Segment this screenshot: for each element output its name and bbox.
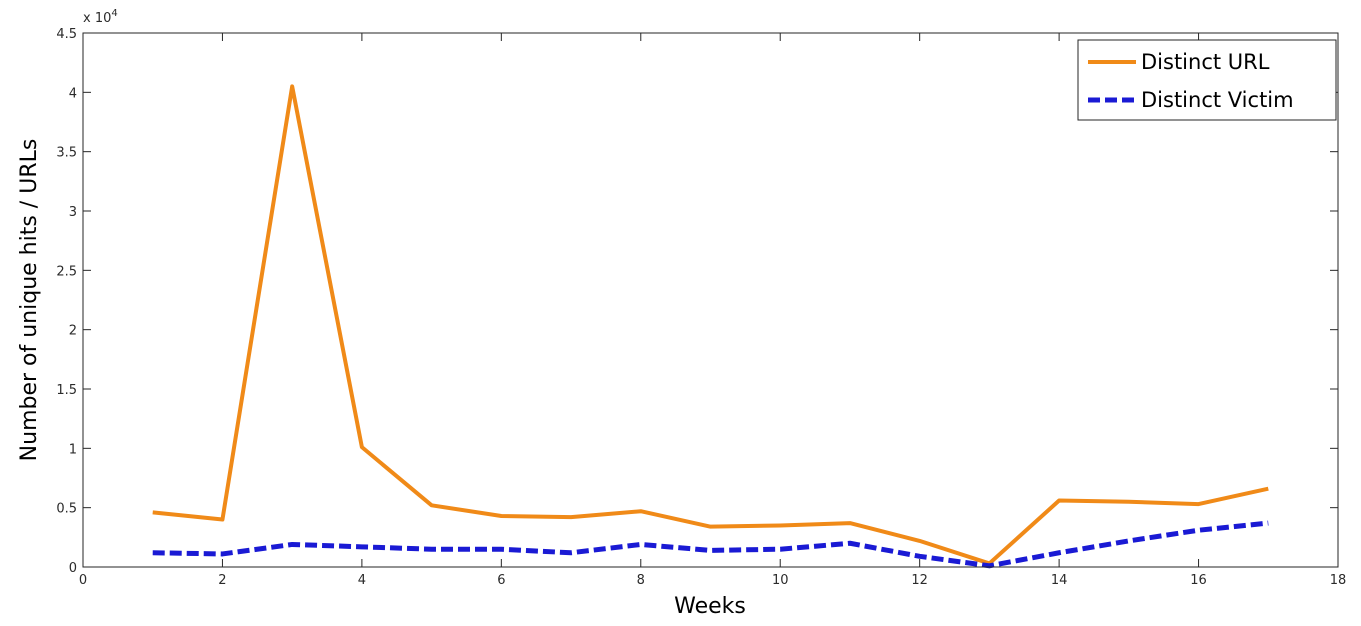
y-tick-label: 3 [69, 205, 77, 220]
y-tick-label: 2 [69, 324, 77, 339]
y-tick-label: 2.5 [56, 264, 77, 279]
x-tick-label: 10 [772, 573, 789, 588]
x-tick-label: 2 [218, 573, 226, 588]
x-tick-label: 8 [637, 573, 645, 588]
x-tick-label: 14 [1051, 573, 1068, 588]
plot-background [83, 33, 1338, 567]
x-tick-label: 18 [1330, 573, 1347, 588]
y-tick-label: 3.5 [56, 146, 77, 161]
legend: Distinct URL Distinct Victim [1077, 39, 1337, 121]
x-tick-label: 0 [79, 573, 87, 588]
series-line-distinct-url [152, 84, 1269, 566]
legend-box [1077, 39, 1337, 121]
y-tick-label: 0.5 [56, 502, 77, 517]
x-tick-label: 6 [497, 573, 505, 588]
x-tick-label: 4 [358, 573, 366, 588]
y-exponent-label: x 104 [83, 8, 118, 26]
series-layer [152, 84, 1269, 569]
legend-label-distinct-victim: Distinct Victim [1141, 88, 1294, 112]
x-axis-title: Weeks [674, 594, 746, 619]
y-tick-label: 0 [69, 561, 77, 576]
plot-frame [82, 32, 1339, 568]
ticks-layer: 0 2 4 6 8 10 12 14 16 18 0 0.5 1 1.5 2 2.5 3 3.5 4 4.5 [56, 27, 1346, 588]
y-axis-title: Number of unique hits / URLs [17, 139, 42, 462]
y-tick-label: 4.5 [56, 27, 77, 42]
y-tick-label: 1 [69, 442, 77, 457]
y-tick-label: 4 [69, 86, 77, 101]
x-tick-label: 16 [1190, 573, 1207, 588]
legend-label-distinct-url: Distinct URL [1141, 50, 1270, 74]
x-tick-label: 12 [911, 573, 928, 588]
y-tick-label: 1.5 [56, 383, 77, 398]
